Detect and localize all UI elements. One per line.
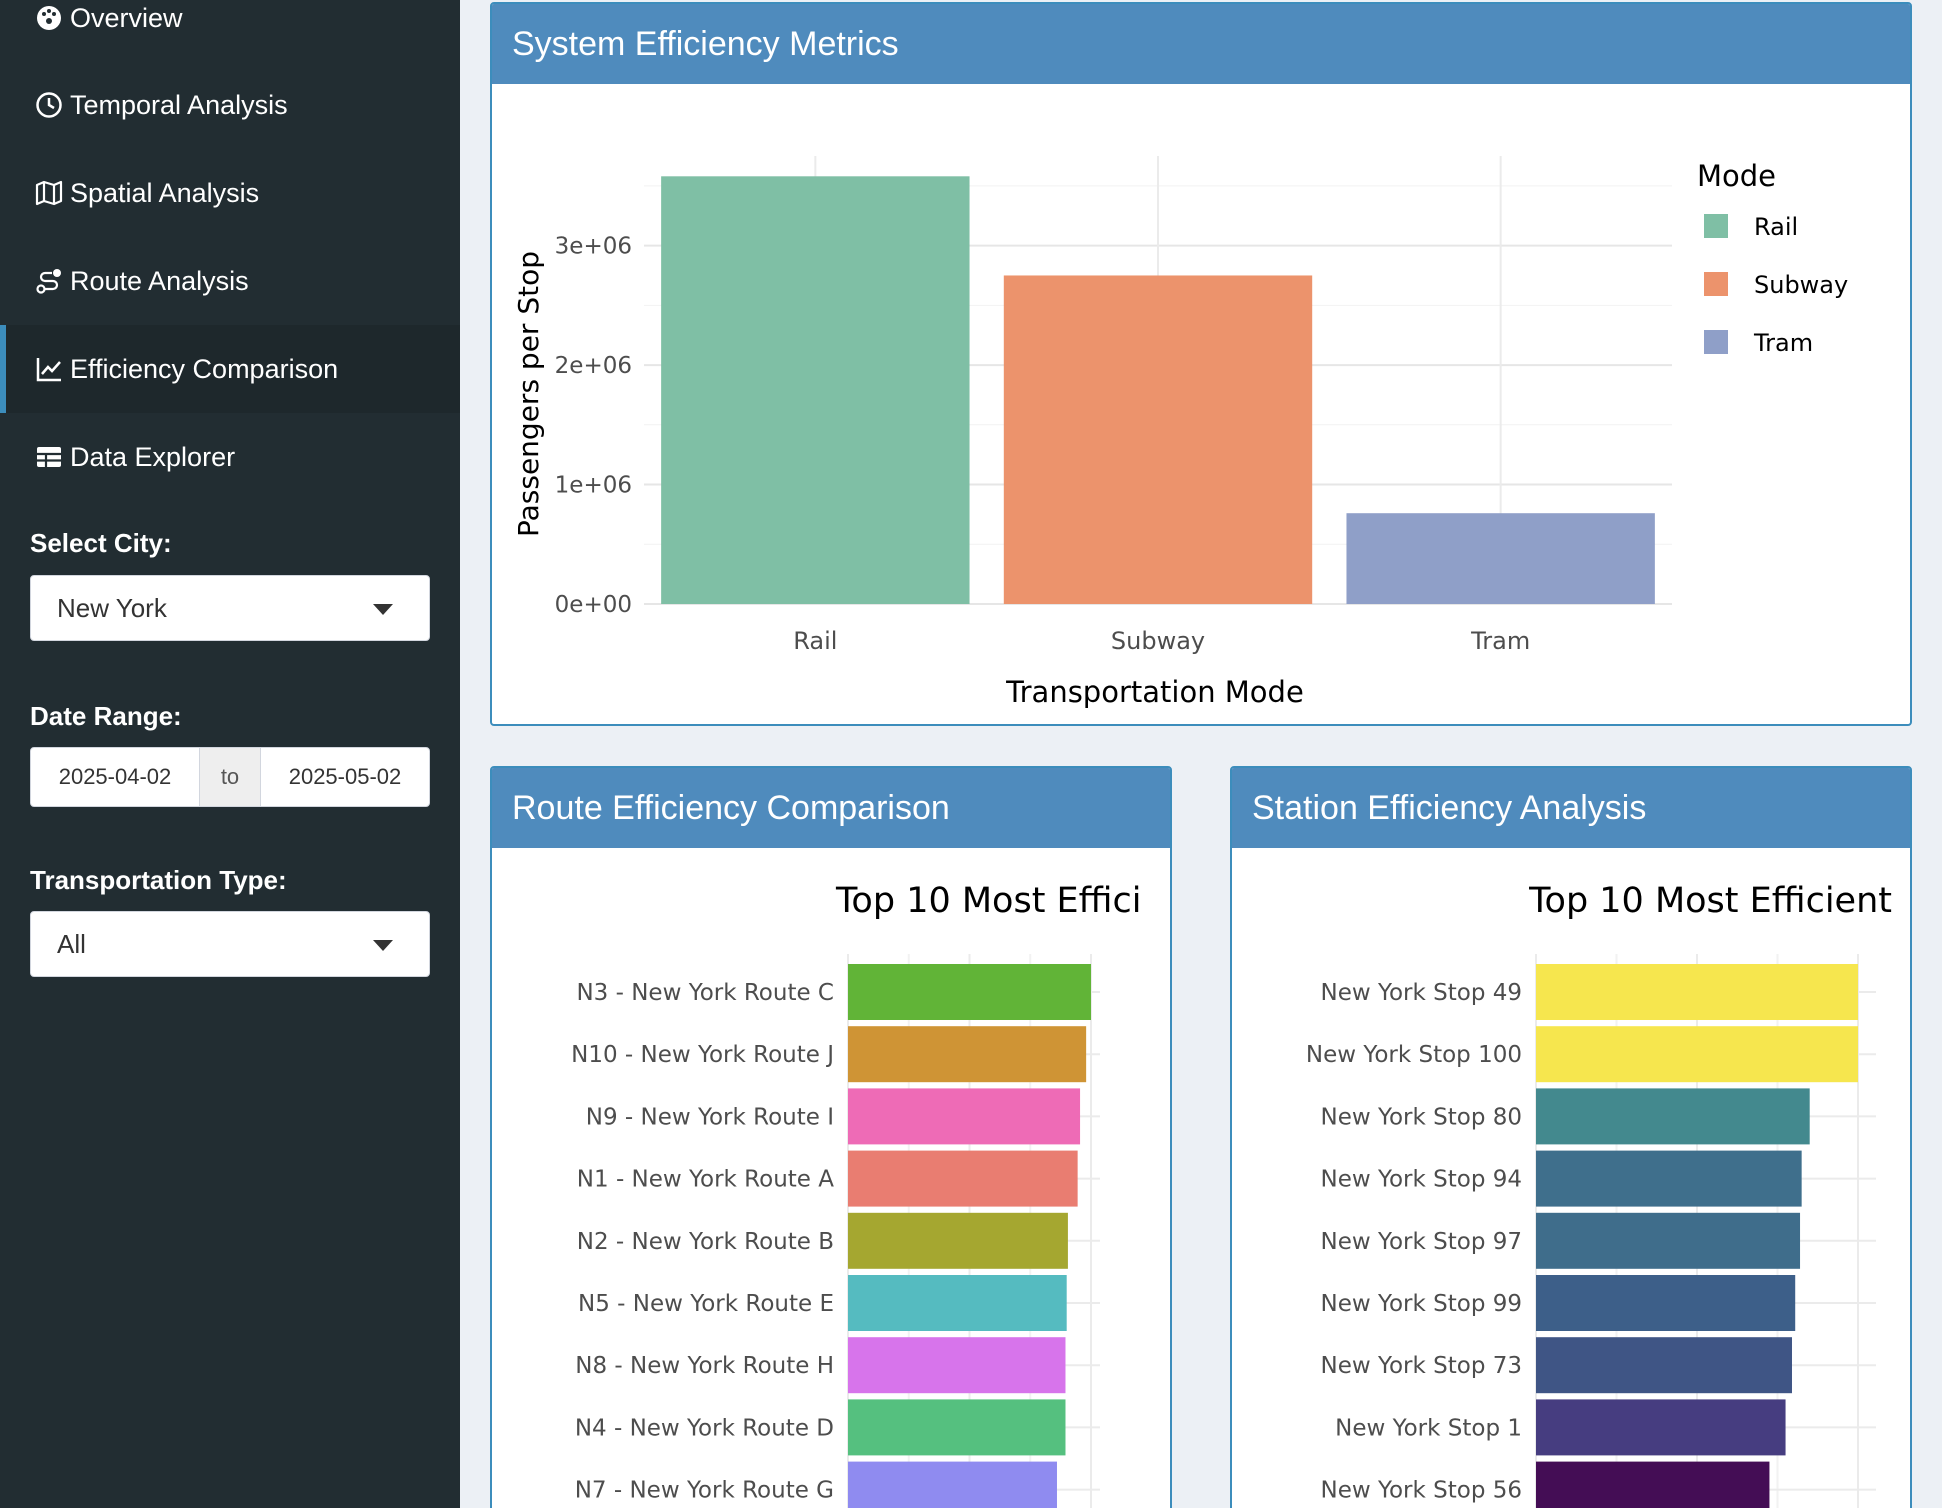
x-tick-label: Subway xyxy=(1111,627,1205,655)
legend-label[interactable]: Subway xyxy=(1754,271,1848,299)
bar[interactable] xyxy=(1536,964,1858,1020)
y-tick-label: N1 - New York Route A xyxy=(577,1167,834,1193)
bar[interactable] xyxy=(1536,1399,1786,1456)
city-select[interactable]: New York xyxy=(30,575,430,641)
bar[interactable] xyxy=(1536,1150,1802,1207)
city-select-value: New York xyxy=(57,592,167,623)
y-tick-label: N5 - New York Route E xyxy=(578,1291,834,1317)
y-tick-label: New York Stop 1 xyxy=(1335,1415,1522,1441)
legend-label[interactable]: Rail xyxy=(1754,213,1798,241)
y-tick-label: N10 - New York Route J xyxy=(571,1042,834,1068)
bar[interactable] xyxy=(848,1275,1067,1331)
legend-swatch xyxy=(1704,272,1728,296)
station-efficiency-chart: Top 10 Most Efficient New York Stop 49 Ne… xyxy=(1306,881,1892,1508)
station-efficiency-box: Station Efficiency Analysis Top 10 Most … xyxy=(1230,766,1912,1508)
bar[interactable] xyxy=(1536,1088,1810,1145)
bar[interactable] xyxy=(1536,1026,1858,1083)
system-efficiency-chart: 0e+00 1e+06 2e+06 3e+06 Rail Subway Tram Tran… xyxy=(512,156,1848,709)
y-tick-label: New York Stop 56 xyxy=(1321,1478,1523,1504)
sidebar-item-label: Route Analysis xyxy=(70,265,249,296)
legend-label[interactable]: Tram xyxy=(1753,329,1813,357)
y-tick-label: New York Stop 97 xyxy=(1321,1229,1523,1255)
date-range-separator: to xyxy=(199,748,261,806)
bar[interactable] xyxy=(848,1399,1066,1456)
sidebar-item-label: Spatial Analysis xyxy=(70,177,260,208)
route-efficiency-box: Route Efficiency Comparison Top 10 Most … xyxy=(490,766,1172,1508)
bar[interactable] xyxy=(1536,1275,1796,1331)
legend-title: Mode xyxy=(1697,159,1776,193)
y-tick-label: 0e+00 xyxy=(555,592,632,618)
clock-icon xyxy=(34,90,64,120)
route-efficiency-chart: Top 10 Most Effici N3 - New York Route C… xyxy=(571,881,1141,1508)
select-city-label: Select City: xyxy=(30,528,172,558)
y-tick-label: New York Stop 100 xyxy=(1306,1042,1522,1068)
bar[interactable] xyxy=(848,964,1091,1020)
dashboard-icon xyxy=(34,3,64,33)
bar[interactable] xyxy=(848,1026,1087,1083)
bar[interactable] xyxy=(1536,1461,1770,1508)
y-tick-label: New York Stop 99 xyxy=(1321,1291,1523,1317)
bar[interactable] xyxy=(848,1150,1078,1207)
legend-swatch xyxy=(1704,214,1728,238)
sidebar-item-route-analysis[interactable]: Route Analysis xyxy=(0,237,460,325)
x-tick-label: Tram xyxy=(1470,627,1530,655)
bar[interactable] xyxy=(848,1337,1066,1394)
y-tick-label: New York Stop 73 xyxy=(1321,1353,1523,1379)
legend-swatch xyxy=(1704,330,1728,354)
y-tick-label: N7 - New York Route G xyxy=(575,1478,834,1504)
y-axis-title: Passengers per Stop xyxy=(512,251,545,537)
transportation-type-value: All xyxy=(57,928,86,959)
date-range-input: 2025-04-02 to 2025-05-02 xyxy=(30,747,430,807)
bar-subway[interactable] xyxy=(1003,275,1313,604)
y-tick-label: N4 - New York Route D xyxy=(575,1415,834,1441)
sidebar: Overview Temporal Analysis Spatial Analy… xyxy=(0,0,460,1508)
y-tick-label: N2 - New York Route B xyxy=(577,1229,834,1255)
y-tick-label: New York Stop 49 xyxy=(1321,980,1523,1006)
sidebar-item-efficiency-comparison[interactable]: Efficiency Comparison xyxy=(0,325,460,413)
bar[interactable] xyxy=(848,1088,1081,1145)
box-title: Route Efficiency Comparison xyxy=(492,768,1170,848)
chevron-down-icon xyxy=(373,604,393,615)
x-tick-label: Rail xyxy=(793,627,837,655)
line-chart-icon xyxy=(34,354,64,384)
y-tick-label: New York Stop 94 xyxy=(1321,1167,1523,1193)
y-tick-label: 3e+06 xyxy=(555,234,632,260)
system-efficiency-box: System Efficiency Metrics 0e+00 1e+06 2e+0… xyxy=(490,2,1912,726)
sidebar-item-label: Overview xyxy=(70,2,183,33)
bar[interactable] xyxy=(848,1461,1057,1508)
y-tick-label: 2e+06 xyxy=(555,353,632,379)
bar-rail[interactable] xyxy=(661,176,970,604)
bar-tram[interactable] xyxy=(1346,513,1655,604)
chart-title: Top 10 Most Efficient xyxy=(1528,881,1892,921)
y-tick-label: N8 - New York Route H xyxy=(575,1353,834,1379)
sidebar-item-label: Efficiency Comparison xyxy=(70,353,339,384)
date-end-input[interactable]: 2025-05-02 xyxy=(288,764,402,789)
sidebar-item-label: Temporal Analysis xyxy=(70,89,288,120)
sidebar-item-temporal-analysis[interactable]: Temporal Analysis xyxy=(0,61,460,149)
bar[interactable] xyxy=(848,1212,1068,1269)
box-title: System Efficiency Metrics xyxy=(492,4,1910,84)
sidebar-item-overview[interactable]: Overview xyxy=(0,0,460,62)
sidebar-item-spatial-analysis[interactable]: Spatial Analysis xyxy=(0,149,460,237)
date-range-label: Date Range: xyxy=(30,701,182,731)
chart-title: Top 10 Most Effici xyxy=(835,881,1141,921)
transportation-type-select[interactable]: All xyxy=(30,911,430,977)
route-icon xyxy=(34,266,64,296)
table-icon xyxy=(34,442,64,472)
sidebar-item-label: Data Explorer xyxy=(70,441,236,472)
y-tick-label: New York Stop 80 xyxy=(1321,1104,1523,1130)
map-icon xyxy=(34,178,64,208)
bar[interactable] xyxy=(1536,1337,1792,1394)
sidebar-item-data-explorer[interactable]: Data Explorer xyxy=(0,413,460,501)
x-axis-title: Transportation Mode xyxy=(1005,675,1304,709)
y-tick-label: N3 - New York Route C xyxy=(576,980,834,1006)
y-tick-label: 1e+06 xyxy=(555,473,632,499)
y-tick-label: N9 - New York Route I xyxy=(586,1104,834,1130)
transportation-type-label: Transportation Type: xyxy=(30,865,287,895)
chevron-down-icon xyxy=(373,940,393,951)
box-title: Station Efficiency Analysis xyxy=(1232,768,1910,848)
bar[interactable] xyxy=(1536,1212,1801,1269)
date-start-input[interactable]: 2025-04-02 xyxy=(58,764,172,789)
